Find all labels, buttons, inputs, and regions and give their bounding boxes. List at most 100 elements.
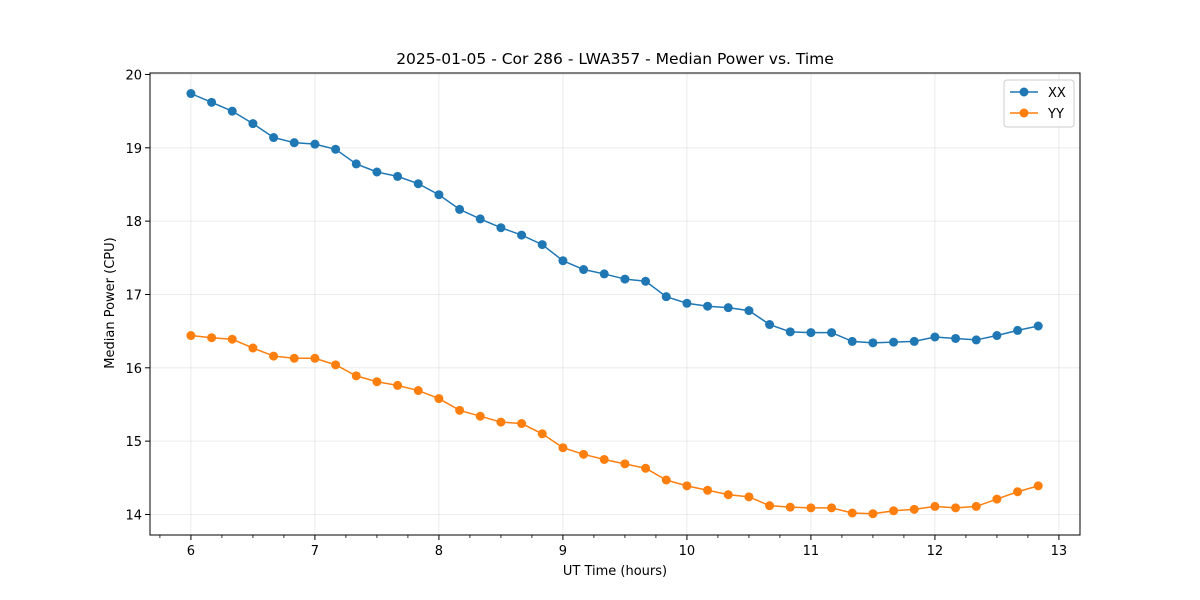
data-point-xx [785,327,795,337]
data-point-yy [517,419,527,429]
tick-layer: 6 7 8 9 10 11 12 13 14 15 16 17 18 19 20 [125,68,1067,559]
data-point-yy [1013,487,1023,497]
data-point-xx [806,328,816,338]
data-point-xx [1033,321,1043,331]
x-tick-label: 10 [679,544,696,559]
data-point-xx [930,332,940,342]
data-point-yy [992,494,1002,504]
chart-title: 2025-01-05 - Cor 286 - LWA357 - Median P… [396,50,834,68]
data-point-xx [703,301,713,311]
data-point-xx [827,328,837,338]
data-point-xx [868,338,878,348]
data-point-yy [579,449,589,459]
y-tick-label: 18 [125,215,142,230]
data-point-yy [930,501,940,511]
y-tick-label: 17 [125,288,142,303]
data-point-yy [310,353,320,363]
data-point-yy [537,429,547,439]
data-point-xx [351,159,361,169]
y-tick-label: 15 [125,435,142,450]
data-point-yy [227,334,237,344]
data-point-xx [475,214,485,224]
data-point-yy [558,443,568,453]
data-point-xx [620,274,630,284]
data-point-yy [847,508,857,518]
data-point-yy [475,411,485,421]
data-point-xx [455,204,465,214]
data-point-yy [289,353,299,363]
data-point-yy [620,459,630,469]
data-point-xx [599,269,609,279]
data-point-yy [248,343,258,353]
data-point-xx [289,138,299,148]
data-point-xx [207,97,217,107]
x-tick-label: 13 [1051,544,1068,559]
data-point-yy [744,492,754,502]
data-point-yy [951,503,961,513]
data-point-yy [599,454,609,464]
series-layer [186,89,1043,519]
data-point-yy [331,360,341,370]
data-point-xx [909,336,919,346]
data-point-yy [496,417,506,427]
data-point-xx [496,223,506,233]
data-point-xx [971,335,981,345]
data-point-xx [248,119,258,129]
data-point-yy [971,501,981,511]
plot-area-frame [149,72,1081,536]
data-point-xx [682,298,692,308]
data-point-yy [682,481,692,491]
data-point-yy [207,333,217,343]
data-point-yy [372,377,382,387]
data-point-xx [393,171,403,181]
legend: XX YY [1003,79,1075,128]
data-point-xx [579,265,589,275]
data-point-xx [1013,325,1023,335]
data-point-yy [455,405,465,415]
data-point-xx [434,190,444,200]
data-point-xx [331,144,341,154]
data-point-yy [1033,481,1043,491]
legend-marker-xx [1019,87,1029,97]
data-point-yy [641,463,651,473]
data-point-xx [951,333,961,343]
data-point-yy [806,503,816,513]
data-point-yy [909,504,919,514]
data-point-xx [413,179,423,189]
legend-marker-yy [1019,108,1029,118]
data-point-yy [434,394,444,404]
data-point-xx [765,320,775,330]
y-tick-label: 16 [125,362,142,377]
data-point-xx [227,106,237,116]
data-point-yy [868,509,878,519]
y-tick-label: 14 [125,508,142,523]
data-point-xx [641,276,651,286]
data-point-yy [186,331,196,341]
data-point-xx [992,331,1002,341]
data-point-yy [661,475,671,485]
x-tick-label: 9 [559,544,567,559]
x-tick-label: 6 [187,544,195,559]
data-point-xx [517,230,527,240]
data-point-yy [723,490,733,500]
grid-layer [150,73,1080,535]
x-axis-label: UT Time (hours) [563,564,667,579]
data-point-xx [558,256,568,266]
data-point-yy [351,371,361,381]
x-tick-label: 7 [311,544,319,559]
legend-label-xx: XX [1048,86,1066,101]
data-point-yy [413,386,423,396]
data-point-yy [889,506,899,516]
x-tick-label: 8 [435,544,443,559]
data-point-xx [723,303,733,313]
data-point-xx [537,240,547,250]
data-point-xx [847,336,857,346]
x-tick-label: 12 [927,544,944,559]
legend-label-yy: YY [1047,107,1064,122]
y-axis-label: Median Power (CPU) [103,237,118,368]
data-point-yy [765,501,775,511]
data-point-xx [310,139,320,149]
y-tick-label: 19 [125,142,142,157]
data-point-xx [661,292,671,302]
